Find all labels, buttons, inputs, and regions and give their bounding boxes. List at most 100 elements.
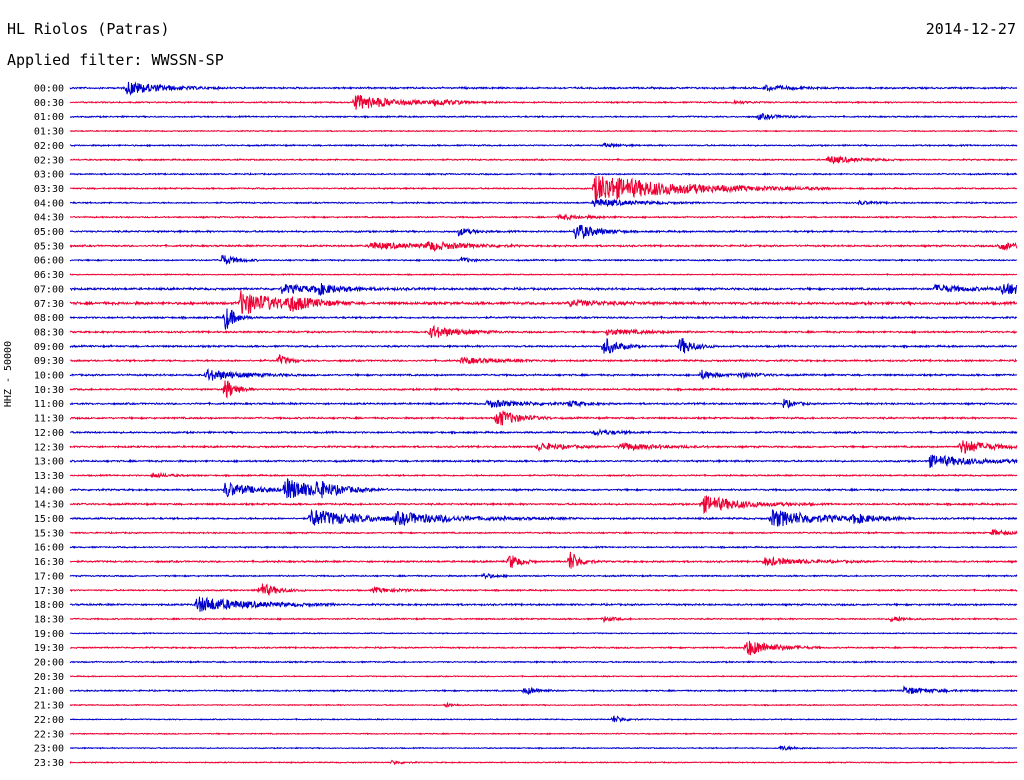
trace-row-1430 bbox=[69, 495, 1018, 515]
time-tick-label: 11:30 bbox=[34, 414, 64, 425]
trace-row-0930 bbox=[69, 354, 1018, 365]
time-tick-label: 22:30 bbox=[34, 729, 64, 740]
station-title: HL Riolos (Patras) bbox=[7, 20, 170, 38]
time-tick-label: 21:00 bbox=[34, 686, 64, 697]
time-tick-label: 23:30 bbox=[34, 758, 64, 769]
trace-row-0430 bbox=[69, 213, 1017, 221]
time-tick-label: 02:00 bbox=[34, 141, 64, 152]
time-tick-label: 20:30 bbox=[34, 672, 64, 683]
trace-row-1630 bbox=[69, 551, 1018, 569]
time-tick-label: 01:00 bbox=[34, 112, 64, 123]
time-tick-label: 23:00 bbox=[34, 744, 64, 755]
trace-row-1100 bbox=[69, 398, 1018, 409]
time-tick-label: 03:30 bbox=[34, 184, 64, 195]
time-tick-label: 00:00 bbox=[34, 84, 64, 95]
time-tick-label: 10:00 bbox=[34, 371, 64, 382]
time-tick-label: 12:00 bbox=[34, 428, 64, 439]
time-tick-label: 15:00 bbox=[34, 514, 64, 525]
time-tick-label: 19:00 bbox=[34, 629, 64, 640]
time-tick-label: 20:00 bbox=[34, 658, 64, 669]
time-tick-label: 00:30 bbox=[34, 98, 64, 109]
trace-row-0200 bbox=[69, 142, 1018, 149]
time-tick-label: 19:30 bbox=[34, 643, 64, 654]
trace-row-1400 bbox=[69, 478, 1018, 499]
trace-row-1800 bbox=[69, 596, 1018, 612]
trace-row-0900 bbox=[69, 338, 1018, 354]
trace-row-0730 bbox=[69, 290, 1018, 314]
trace-row-0500 bbox=[69, 224, 1018, 240]
trace-row-0400 bbox=[69, 198, 1018, 208]
time-tick-label: 07:30 bbox=[34, 299, 64, 310]
trace-row-0630 bbox=[69, 272, 1018, 277]
trace-row-1930 bbox=[69, 640, 1018, 656]
time-tick-label: 16:30 bbox=[34, 557, 64, 568]
time-tick-label: 17:00 bbox=[34, 571, 64, 582]
time-tick-label: 21:30 bbox=[34, 701, 64, 712]
time-tick-label: 06:30 bbox=[34, 270, 64, 281]
time-tick-label: 09:30 bbox=[34, 356, 64, 367]
trace-row-1230 bbox=[69, 440, 1018, 454]
trace-row-0130 bbox=[69, 129, 1018, 133]
trace-row-1530 bbox=[69, 528, 1018, 537]
trace-row-1900 bbox=[69, 631, 1018, 635]
trace-row-2330 bbox=[69, 759, 1018, 766]
trace-row-1000 bbox=[69, 368, 1018, 382]
trace-row-1030 bbox=[69, 380, 1018, 399]
time-tick-label: 12:30 bbox=[34, 442, 64, 453]
time-tick-label: 02:30 bbox=[34, 155, 64, 166]
time-tick-label: 04:00 bbox=[34, 198, 64, 209]
trace-row-1830 bbox=[69, 615, 1018, 624]
trace-row-2130 bbox=[69, 701, 1018, 709]
time-tick-label: 08:30 bbox=[34, 327, 64, 338]
time-tick-label: 11:00 bbox=[34, 399, 64, 410]
applied-filter-text: Applied filter: WWSSN-SP bbox=[7, 51, 224, 69]
trace-row-0030 bbox=[69, 94, 1018, 110]
trace-row-2200 bbox=[69, 715, 1018, 723]
time-tick-label: 10:30 bbox=[34, 385, 64, 396]
time-tick-label: 05:30 bbox=[34, 241, 64, 252]
time-tick-label: 17:30 bbox=[34, 586, 64, 597]
time-tick-label: 05:00 bbox=[34, 227, 64, 238]
trace-row-1300 bbox=[69, 454, 1018, 469]
trace-row-0300 bbox=[69, 172, 1018, 176]
plot-date: 2014-12-27 bbox=[925, 20, 1016, 38]
time-tick-label: 14:00 bbox=[34, 485, 64, 496]
time-tick-label: 01:30 bbox=[34, 127, 64, 138]
time-tick-label: 16:00 bbox=[34, 543, 64, 554]
trace-row-1730 bbox=[69, 583, 1018, 596]
trace-row-2030 bbox=[69, 674, 1018, 678]
time-tick-label: 18:30 bbox=[34, 614, 64, 625]
trace-row-0000 bbox=[69, 81, 1018, 96]
trace-row-2000 bbox=[69, 660, 1018, 665]
time-tick-label: 18:00 bbox=[34, 600, 64, 611]
time-tick-label: 22:00 bbox=[34, 715, 64, 726]
trace-row-0830 bbox=[69, 324, 1018, 339]
trace-row-0800 bbox=[69, 308, 1018, 330]
time-tick-label: 14:30 bbox=[34, 500, 64, 511]
trace-row-2100 bbox=[69, 685, 1018, 696]
trace-row-1500 bbox=[69, 508, 1018, 527]
trace-row-0600 bbox=[69, 254, 1018, 265]
time-tick-label: 04:30 bbox=[34, 213, 64, 224]
trace-row-0330 bbox=[69, 175, 1018, 203]
trace-row-0100 bbox=[69, 113, 1018, 121]
time-tick-label: 13:00 bbox=[34, 457, 64, 468]
trace-row-1700 bbox=[69, 572, 1018, 580]
time-tick-label: 09:00 bbox=[34, 342, 64, 353]
trace-row-2300 bbox=[69, 745, 1018, 751]
time-tick-label: 08:00 bbox=[34, 313, 64, 324]
trace-row-1600 bbox=[69, 545, 1018, 550]
trace-row-1130 bbox=[69, 410, 1018, 426]
time-tick-label: 07:00 bbox=[34, 284, 64, 295]
trace-row-1200 bbox=[69, 428, 1018, 437]
trace-row-2230 bbox=[69, 732, 1018, 736]
trace-row-0530 bbox=[69, 240, 1018, 252]
trace-row-0230 bbox=[69, 155, 1018, 165]
time-tick-label: 15:30 bbox=[34, 528, 64, 539]
trace-row-0700 bbox=[69, 282, 1018, 297]
time-tick-label: 03:00 bbox=[34, 170, 64, 181]
time-tick-label: 13:30 bbox=[34, 471, 64, 482]
trace-row-1330 bbox=[69, 471, 1018, 479]
time-tick-label: 06:00 bbox=[34, 256, 64, 267]
